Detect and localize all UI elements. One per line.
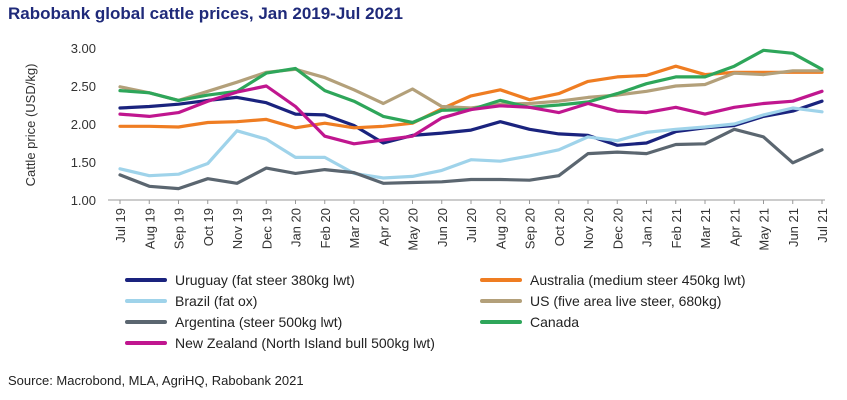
x-tick-label: Feb 20 [318,208,333,248]
x-tick-label: Jul 19 [113,208,128,243]
x-tick-label: Mar 21 [698,208,713,248]
series-line-6 [118,84,824,146]
x-tick-label: Sep 19 [172,208,187,249]
x-tick-label: May 20 [406,208,421,251]
x-tick-label: Aug 20 [493,208,508,249]
x-tick-label: Jul 20 [464,208,479,243]
series-line-4 [118,127,824,191]
series-line-1 [118,64,824,130]
x-tick-label: Sep 20 [523,208,538,249]
x-tick-label: Jun 20 [435,208,450,247]
source-note: Source: Macrobond, MLA, AgriHQ, Rabobank… [8,373,304,388]
y-axis-ticks: 1.00 1.50 2.00 2.50 3.00 [71,41,96,208]
x-tick-label: Jan 20 [289,208,304,247]
x-tick-label: Dec 19 [259,208,274,249]
x-tick-label: Oct 19 [201,208,216,246]
x-tick-label: Feb 21 [669,208,684,248]
series-lines [118,48,824,191]
x-tick-label: Jul 21 [815,208,830,243]
x-tick-label: Apr 21 [727,208,742,246]
x-tick-label: May 21 [757,208,772,251]
y-tick-label: 1.50 [71,155,96,170]
x-tick-label: Jun 21 [786,208,801,247]
y-tick-label: 2.00 [71,117,96,132]
y-tick-label: 2.50 [71,79,96,94]
x-tick-label: Aug 19 [142,208,157,249]
x-axis-ticks: Jul 19 Aug 19 Sep 19 Oct 19 Nov 19 Dec 19 Jan … [113,200,830,251]
y-tick-label: 3.00 [71,41,96,56]
x-tick-label: Oct 20 [552,208,567,246]
x-tick-label: Nov 19 [230,208,245,249]
x-tick-label: Jan 21 [640,208,655,247]
x-tick-label: Dec 20 [610,208,625,249]
y-axis-label: Cattle price (USD/kg) [23,64,38,187]
x-tick-label: Mar 20 [347,208,362,248]
chart-title: Rabobank global cattle prices, Jan 2019-… [8,4,403,23]
y-tick-label: 1.00 [71,193,96,208]
x-tick-label: Apr 20 [376,208,391,246]
x-tick-label: Nov 20 [581,208,596,249]
series-line-2 [118,106,824,180]
